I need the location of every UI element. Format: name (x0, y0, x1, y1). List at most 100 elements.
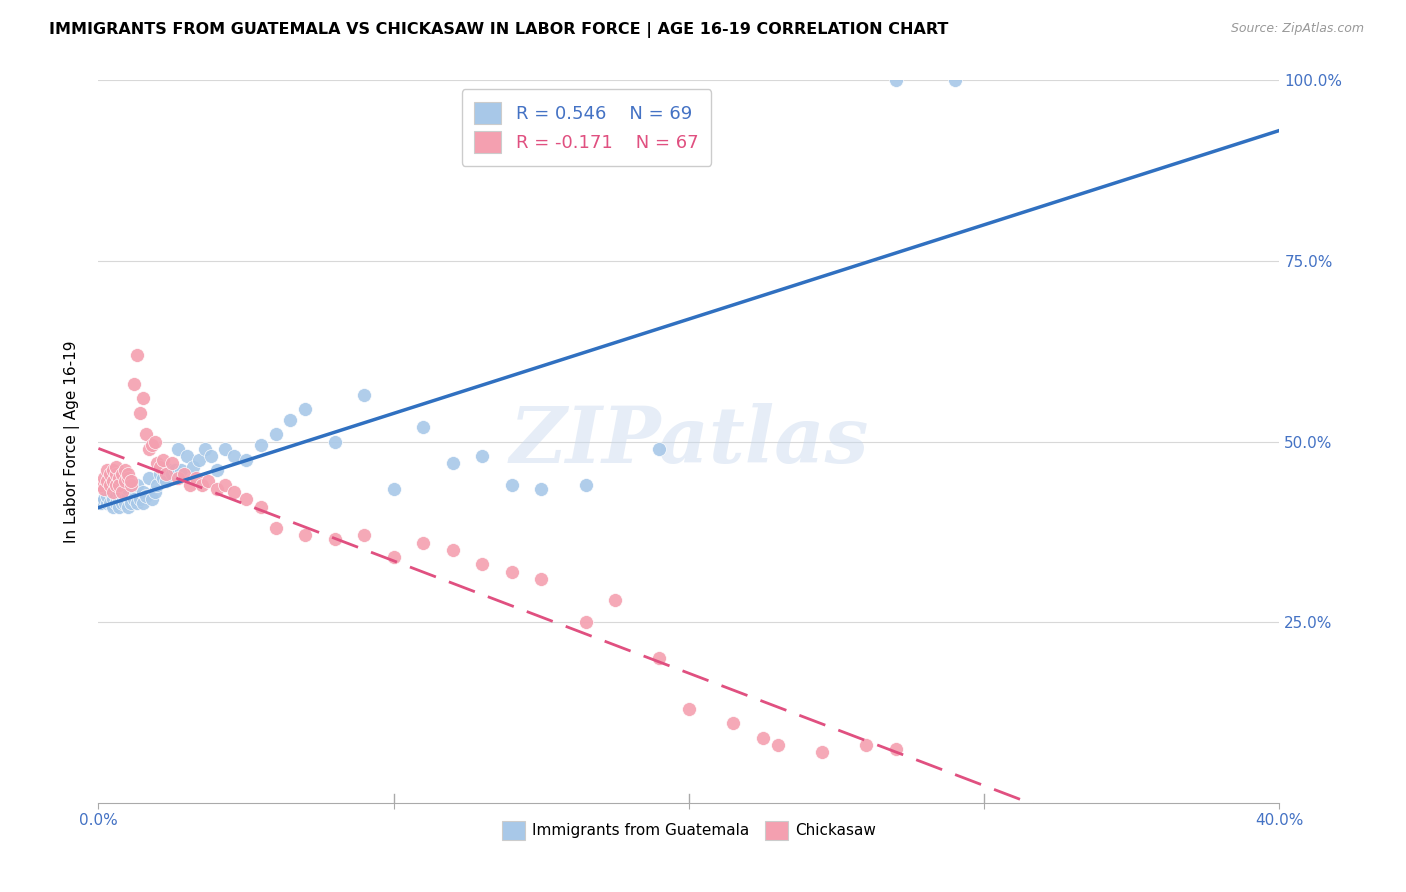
Point (98, 467, 121, 481)
Point (103, 500, 125, 514)
Point (197, 475, 219, 489)
Point (605, 593, 627, 607)
Point (214, 478, 236, 492)
Point (162, 467, 183, 481)
Point (93, 492, 115, 507)
Point (120, 475, 142, 489)
Point (111, 489, 134, 503)
Point (181, 459, 204, 474)
Point (723, 716, 745, 731)
Point (108, 500, 131, 514)
Point (96, 496, 118, 510)
Point (108, 492, 131, 507)
Point (530, 572, 553, 586)
Point (143, 434, 166, 449)
Point (200, 449, 222, 463)
Point (114, 496, 136, 510)
Point (167, 470, 190, 484)
Point (943, 73, 966, 87)
Point (194, 442, 217, 456)
Point (323, 434, 346, 449)
Point (224, 485, 246, 500)
Point (648, 442, 671, 456)
Point (214, 442, 236, 456)
Point (353, 528, 375, 542)
Point (149, 467, 172, 481)
Point (120, 478, 142, 492)
Point (117, 470, 139, 484)
Point (111, 467, 134, 481)
Point (191, 478, 214, 492)
Point (135, 489, 157, 503)
Point (117, 482, 139, 496)
Point (575, 478, 598, 492)
Point (179, 478, 201, 492)
Point (117, 489, 139, 503)
Point (103, 463, 125, 477)
Point (766, 738, 789, 752)
Point (146, 478, 169, 492)
Point (167, 442, 190, 456)
Point (98, 478, 121, 492)
Point (108, 470, 131, 484)
Point (155, 475, 177, 489)
Point (155, 467, 177, 481)
Text: IMMIGRANTS FROM GUATEMALA VS CHICKASAW IN LABOR FORCE | AGE 16-19 CORRELATION CH: IMMIGRANTS FROM GUATEMALA VS CHICKASAW I… (49, 22, 949, 38)
Text: ZIPatlas: ZIPatlas (509, 403, 869, 480)
Point (250, 438, 273, 452)
Point (323, 532, 346, 546)
Point (382, 482, 405, 496)
Point (105, 496, 128, 510)
Point (187, 452, 209, 467)
Point (96, 489, 118, 503)
Point (141, 438, 163, 452)
Point (132, 496, 155, 510)
Point (120, 496, 142, 510)
Point (114, 492, 136, 507)
Point (678, 702, 700, 716)
Point (120, 492, 142, 507)
Point (152, 470, 174, 484)
Point (752, 731, 775, 745)
Point (471, 449, 494, 463)
Point (114, 463, 136, 477)
Point (103, 492, 125, 507)
Point (114, 475, 136, 489)
Point (441, 456, 464, 470)
Point (235, 452, 257, 467)
Point (122, 485, 145, 500)
Point (648, 651, 671, 665)
Point (575, 615, 598, 630)
Point (105, 467, 128, 481)
Point (128, 406, 150, 420)
Point (138, 442, 160, 456)
Point (501, 565, 523, 579)
Point (162, 456, 183, 470)
Point (93, 482, 115, 496)
Point (165, 463, 187, 477)
Point (264, 521, 287, 535)
Point (103, 475, 125, 489)
Point (105, 489, 128, 503)
Point (96, 463, 118, 477)
Point (205, 482, 228, 496)
Point (128, 492, 150, 507)
Point (294, 402, 316, 417)
Point (90, 496, 112, 510)
Point (96, 475, 118, 489)
Point (122, 492, 145, 507)
Point (235, 492, 257, 507)
Point (205, 463, 228, 477)
Point (170, 463, 193, 477)
Point (108, 485, 131, 500)
Point (152, 452, 174, 467)
Point (143, 485, 166, 500)
Point (810, 745, 832, 759)
Legend: Immigrants from Guatemala, Chickasaw: Immigrants from Guatemala, Chickasaw (495, 815, 883, 846)
Point (141, 492, 163, 507)
Point (157, 463, 180, 477)
Point (184, 470, 207, 484)
Point (98, 485, 121, 500)
Point (264, 427, 287, 442)
Point (111, 485, 134, 500)
